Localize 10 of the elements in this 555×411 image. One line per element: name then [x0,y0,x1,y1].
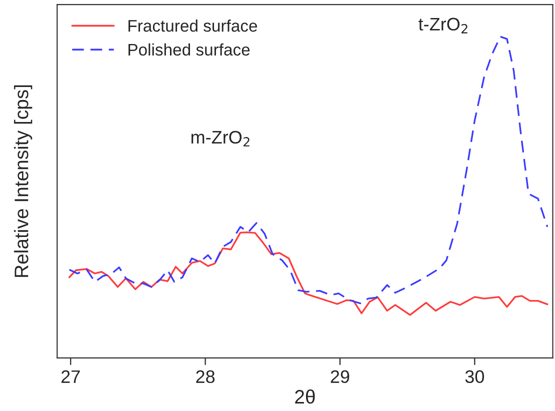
x-axis-title: 2θ [295,389,315,404]
text: t-ZrO$_{2}$ [418,18,468,34]
y-axis-title: Relative Intensity [cps] [14,85,32,277]
x-tick-label: 30 [465,370,484,384]
legend-label: Fractured surface [128,20,258,32]
x-tick-label: 27 [62,370,80,383]
annotation: m-ZrO$_{2}$ [191,130,250,146]
x-tick-label: 29 [330,370,350,384]
x-tick-label: 28 [196,370,215,384]
legend-label: Polished surface [128,43,250,56]
